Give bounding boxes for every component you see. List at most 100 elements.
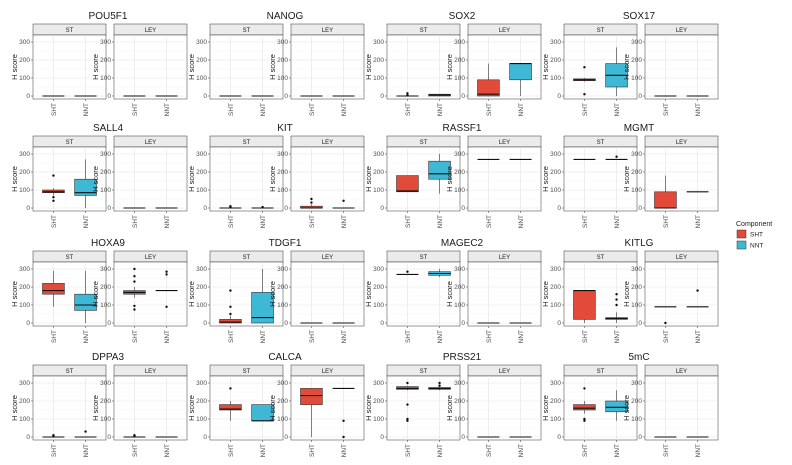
- facet-ley: LEY 0 100 200 300 H score SHT NNT: [622, 135, 719, 228]
- facet-strip-label: LEY: [499, 255, 510, 261]
- outlier-point: [133, 267, 136, 271]
- facet-st: ST 0 100 200 300 H score SHT NNT: [10, 23, 107, 116]
- panel-title: KIT: [277, 123, 293, 134]
- panel-title: PRSS21: [443, 352, 482, 363]
- y-tick-label: 300: [277, 39, 288, 46]
- facet-st: ST 0 100 200 300 H score SHT NNT: [187, 364, 284, 457]
- y-axis-title: H score: [91, 166, 100, 192]
- plot-area: [563, 146, 638, 212]
- y-tick-label: 200: [196, 284, 207, 291]
- legend-swatch-sht: [736, 229, 747, 239]
- facet-strip-label: LEY: [676, 255, 687, 261]
- panel-title: SOX17: [623, 11, 656, 22]
- y-tick-label: 0: [638, 93, 642, 100]
- y-tick-label: 0: [26, 320, 30, 327]
- box-body: [219, 404, 242, 411]
- box-nnt: [332, 387, 355, 439]
- panel-sox17: SOX17 ST 0 100 200 300 H score SHT NNT LEY 0 100 200…: [541, 11, 719, 116]
- y-tick-label: 200: [454, 284, 465, 291]
- x-tick-label: NNT: [518, 444, 525, 457]
- facet-st: ST 0 100 200 300 H score SHT NNT: [541, 135, 638, 228]
- y-axis-title: H score: [445, 54, 454, 80]
- box-body: [300, 388, 323, 405]
- plot-area: [113, 34, 188, 100]
- y-axis-title: H score: [187, 281, 196, 307]
- outlier-point: [133, 308, 136, 311]
- facet-strip-label: ST: [66, 255, 74, 261]
- outlier-point: [229, 312, 232, 316]
- y-axis-title: H score: [10, 54, 19, 80]
- y-tick-label: 200: [373, 57, 384, 64]
- y-tick-label: 200: [100, 57, 111, 64]
- y-tick-label: 300: [631, 266, 642, 273]
- facet-st: ST 0 100 200 300 H score SHT NNT: [187, 135, 284, 228]
- plot-area: [290, 261, 365, 327]
- outlier-point: [52, 434, 55, 437]
- x-tick-label: NNT: [83, 103, 90, 116]
- x-tick-label: NNT: [260, 215, 267, 228]
- x-tick-label: SHT: [309, 103, 316, 116]
- y-axis-title: H score: [268, 166, 277, 192]
- facet-strip-label: LEY: [145, 28, 156, 34]
- y-tick-label: 100: [196, 187, 207, 194]
- y-axis-title: H score: [364, 395, 373, 421]
- box-nnt: [332, 199, 355, 209]
- facet-strip-label: LEY: [322, 255, 333, 261]
- facet-strip-label: ST: [420, 369, 428, 375]
- y-tick-label: 0: [461, 434, 465, 441]
- panel-pou5f1: POU5F1 ST 0 100 200 300 H score SHT NNT LEY 0 100 20…: [10, 11, 188, 116]
- outlier-point: [583, 387, 586, 390]
- y-axis-title: H score: [445, 166, 454, 192]
- outlier-point: [261, 205, 264, 209]
- panel-title: MGMT: [624, 123, 655, 134]
- y-tick-label: 300: [100, 266, 111, 273]
- x-tick-label: NNT: [83, 330, 90, 343]
- box-body: [605, 400, 628, 413]
- y-tick-label: 0: [638, 205, 642, 212]
- y-tick-label: 0: [26, 93, 30, 100]
- y-axis-title: H score: [91, 54, 100, 80]
- outlier-point: [133, 275, 136, 278]
- box-body: [42, 283, 65, 295]
- y-tick-label: 0: [107, 320, 111, 327]
- outlier-point: [406, 381, 409, 385]
- panel-calca: CALCA ST 0 100 200 300 H score SHT NNT LEY 0 100 200…: [187, 352, 365, 457]
- panel-title: 5mC: [628, 352, 649, 363]
- y-tick-label: 200: [100, 284, 111, 291]
- panel-title: NANOG: [267, 11, 304, 22]
- box-body: [573, 404, 596, 411]
- y-axis-title: H score: [622, 395, 631, 421]
- box-nnt: [686, 289, 709, 308]
- x-tick-label: NNT: [341, 330, 348, 343]
- y-tick-label: 300: [19, 266, 30, 273]
- x-tick-label: SHT: [228, 103, 235, 116]
- panel-title: HOXA9: [91, 238, 125, 249]
- legend-label-nnt: NNT: [750, 243, 763, 250]
- y-axis-title: H score: [622, 281, 631, 307]
- y-axis-title: H score: [364, 54, 373, 80]
- box-nnt: [251, 404, 274, 422]
- box-nnt: [155, 270, 178, 308]
- plot-area: [467, 375, 542, 441]
- facet-st: ST 0 100 200 300 H score SHT NNT: [541, 250, 638, 343]
- y-tick-label: 200: [454, 57, 465, 64]
- box-nnt: [509, 63, 532, 96]
- y-tick-label: 300: [19, 380, 30, 387]
- box-sht: [396, 92, 419, 97]
- y-tick-label: 0: [461, 93, 465, 100]
- outlier-point: [696, 289, 699, 292]
- y-tick-label: 200: [550, 398, 561, 405]
- y-tick-label: 0: [203, 320, 207, 327]
- facet-st: ST 0 100 200 300 H score SHT NNT: [10, 364, 107, 457]
- x-tick-label: SHT: [582, 103, 589, 116]
- box-sht: [219, 289, 242, 324]
- plot-area: [113, 375, 188, 441]
- x-tick-label: NNT: [341, 215, 348, 228]
- panel-kitlg: KITLG ST 0 100 200 300 H score SHT NNT LEY 0 100 200…: [541, 238, 719, 343]
- y-tick-label: 100: [196, 416, 207, 423]
- facet-strip-label: ST: [597, 255, 605, 261]
- y-tick-label: 0: [107, 205, 111, 212]
- y-tick-label: 200: [373, 284, 384, 291]
- x-tick-label: SHT: [582, 215, 589, 228]
- box-body: [251, 292, 274, 324]
